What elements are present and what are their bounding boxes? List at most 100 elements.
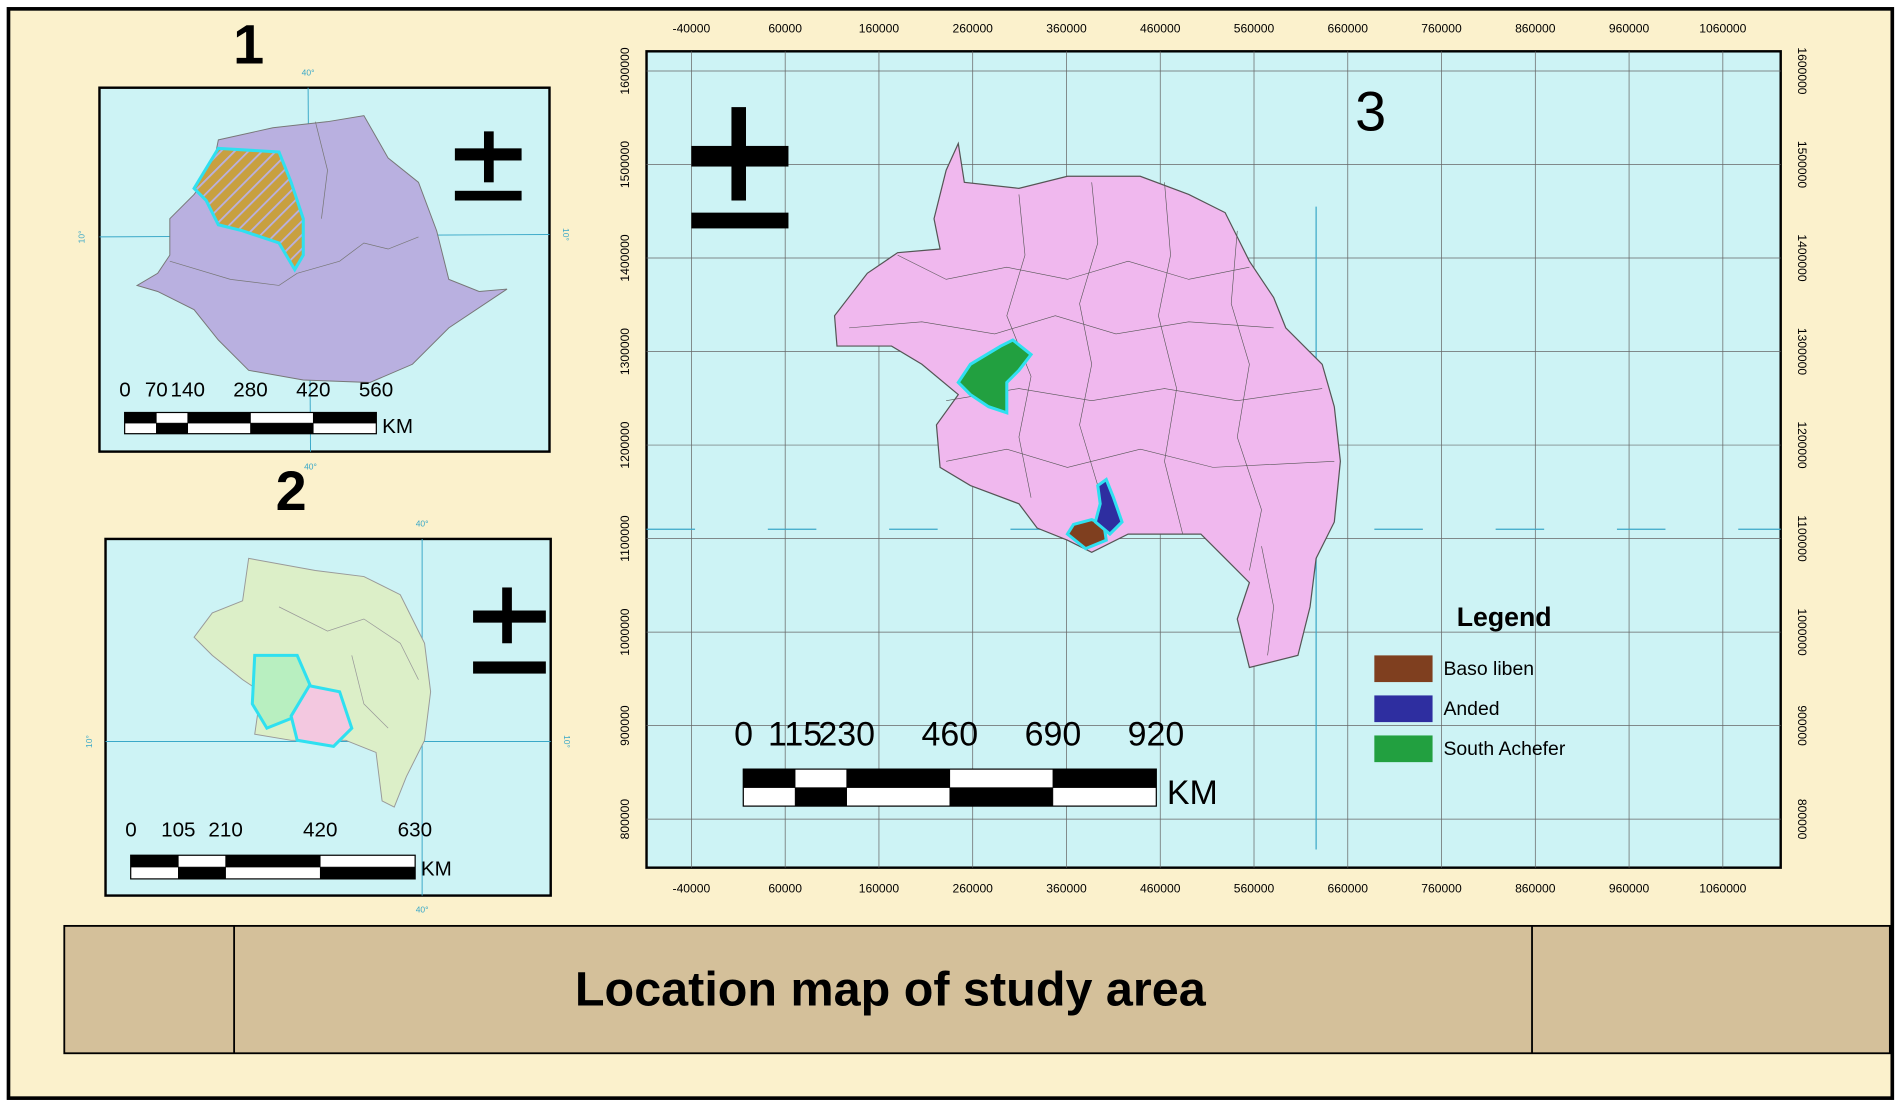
- y-coord-label: 1100000: [618, 515, 632, 562]
- scale-segment: [156, 412, 189, 424]
- title-block: [63, 924, 1891, 1055]
- scale-label: 70: [145, 378, 168, 401]
- north-arrow: [454, 148, 522, 161]
- legend-swatch: [1374, 735, 1433, 763]
- scale-segment: [225, 866, 321, 879]
- x-coord-label: 960000: [1609, 22, 1650, 36]
- scale-unit: KM: [421, 858, 452, 881]
- legend-swatch: [1374, 655, 1433, 683]
- scale-label: 105: [161, 819, 195, 842]
- y-coord-label: 1200000: [618, 421, 632, 468]
- scale-label: 0: [119, 378, 130, 401]
- x-coord-label: 760000: [1421, 882, 1462, 896]
- y-coord-label: 1200000: [1795, 421, 1809, 468]
- scale-label: 690: [1025, 716, 1082, 754]
- x-coord-label: 460000: [1140, 882, 1181, 896]
- north-arrow: [691, 145, 789, 167]
- scale-segment: [312, 422, 377, 434]
- x-coord-label: 960000: [1609, 882, 1650, 896]
- scale-label: 115: [768, 716, 822, 754]
- scale-segment: [178, 867, 226, 879]
- scale-unit: KM: [382, 415, 413, 438]
- region-boundary: [297, 236, 419, 274]
- x-coord-label: -40000: [673, 882, 711, 896]
- y-coord-label: 1100000: [1795, 515, 1809, 562]
- scale-label: 630: [398, 819, 432, 842]
- scale-segment: [795, 787, 847, 806]
- scale-segment: [131, 855, 179, 868]
- scale-label: 230: [818, 716, 875, 754]
- x-coord-label: 1060000: [1699, 22, 1746, 36]
- north-arrow: [454, 190, 522, 201]
- x-coord-label: 860000: [1515, 882, 1556, 896]
- graticule-label: 40°: [416, 519, 429, 529]
- scale-segment: [1052, 787, 1157, 807]
- x-coord-label: 60000: [768, 882, 802, 896]
- x-coord-label: 860000: [1515, 22, 1556, 36]
- graticule-label: 10°: [77, 230, 87, 243]
- x-coord-label: 560000: [1234, 22, 1275, 36]
- scale-segment: [320, 867, 415, 879]
- y-coord-label: 1500000: [1795, 141, 1809, 188]
- zone-highlight: [289, 684, 354, 748]
- x-coord-label: -40000: [673, 22, 711, 36]
- x-coord-label: 260000: [952, 22, 993, 36]
- scale-label: 0: [734, 716, 753, 754]
- legend-label: South Achefer: [1443, 738, 1565, 760]
- y-coord-label: 1300000: [618, 328, 632, 375]
- scale-segment: [225, 855, 321, 868]
- scale-segment: [187, 422, 251, 434]
- scale-label: 140: [171, 378, 205, 401]
- scale-label: 420: [303, 819, 337, 842]
- y-coord-label: 1400000: [1795, 234, 1809, 281]
- graticule-label: 10°: [561, 228, 571, 241]
- south-achefer: [956, 338, 1034, 415]
- scale-segment: [187, 412, 251, 424]
- scale-label: 560: [359, 378, 393, 401]
- zone-boundary: [351, 655, 389, 729]
- scale-segment: [1052, 769, 1156, 788]
- x-coord-label: 260000: [952, 882, 993, 896]
- scale-label: 0: [125, 819, 136, 842]
- y-coord-label: 900000: [1795, 705, 1809, 746]
- scale-segment: [250, 423, 314, 434]
- legend-swatch: [1374, 695, 1433, 723]
- legend-title: Legend: [1457, 602, 1552, 632]
- map-title: Location map of study area: [575, 962, 1207, 1016]
- amhara-region: [192, 146, 305, 273]
- scale-label: 460: [921, 716, 978, 754]
- scale-label: 210: [208, 819, 242, 842]
- graticule-label: 40°: [304, 462, 317, 472]
- y-coord-label: 1600000: [618, 47, 632, 94]
- scale-segment: [949, 769, 1054, 788]
- x-coord-label: 560000: [1234, 882, 1275, 896]
- x-coord-label: 460000: [1140, 22, 1181, 36]
- x-coord-label: 160000: [859, 22, 900, 36]
- scale-unit: KM: [1167, 774, 1218, 812]
- scale-segment: [846, 769, 950, 788]
- y-coord-label: 1500000: [618, 141, 632, 188]
- scale-segment: [794, 769, 847, 788]
- scale-label: 920: [1128, 716, 1185, 754]
- y-coord-label: 1400000: [618, 234, 632, 281]
- y-coord-label: 1000000: [618, 608, 632, 655]
- x-coord-label: 360000: [1046, 22, 1087, 36]
- scale-segment: [319, 855, 416, 868]
- region-boundary: [315, 121, 328, 219]
- legend-label: Anded: [1443, 698, 1499, 720]
- amhara-zones: [193, 557, 432, 808]
- north-arrow: [691, 212, 789, 229]
- zone-boundary: [278, 606, 419, 680]
- panel-label: 1: [233, 13, 264, 76]
- scale-segment: [743, 769, 796, 788]
- x-coord-label: 160000: [859, 882, 900, 896]
- scale-label: 420: [296, 378, 330, 401]
- x-coord-label: 1060000: [1699, 882, 1746, 896]
- north-arrow: [473, 610, 546, 623]
- graticule-label: 10°: [562, 735, 572, 748]
- north-arrow: [473, 661, 546, 674]
- panel-label: 2: [276, 459, 307, 522]
- y-coord-label: 1600000: [1795, 47, 1809, 94]
- scale-segment: [313, 412, 377, 424]
- scale-segment: [250, 412, 314, 424]
